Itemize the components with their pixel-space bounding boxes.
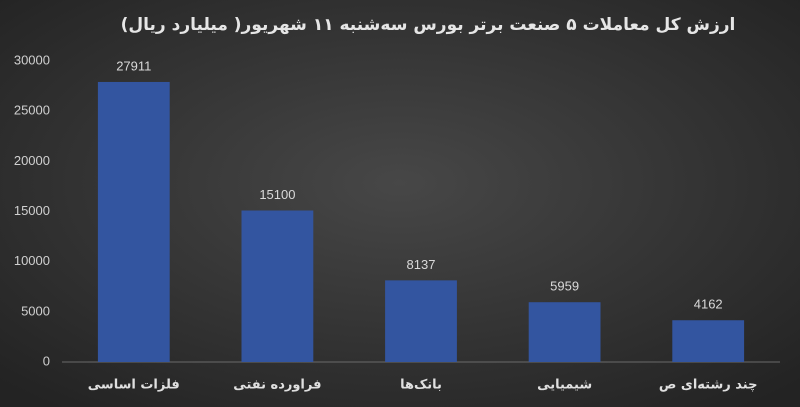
data-label: 4162 xyxy=(694,297,723,312)
bar xyxy=(672,320,745,362)
y-tick-label: 10000 xyxy=(14,253,50,268)
data-label: 5959 xyxy=(550,279,579,294)
y-tick-label: 25000 xyxy=(14,103,50,118)
data-label: 8137 xyxy=(407,257,436,272)
y-tick-label: 5000 xyxy=(21,303,50,318)
y-tick-label: 15000 xyxy=(14,203,50,218)
bar xyxy=(241,210,314,362)
x-tick-label: فراورده نفتی xyxy=(233,378,321,393)
x-tick-label: شیمیایی xyxy=(537,378,592,393)
y-tick-label: 30000 xyxy=(14,52,50,67)
bar xyxy=(97,81,170,363)
chart-title: ارزش کل معاملات ۵ صنعت برتر بورس سه‌شنبه… xyxy=(121,15,736,35)
data-label: 15100 xyxy=(259,187,295,202)
data-label: 27911 xyxy=(116,58,151,73)
y-tick-label: 20000 xyxy=(14,153,50,168)
y-tick-label: 0 xyxy=(43,353,50,368)
x-tick-label: چند رشته‌ای ص xyxy=(659,378,758,393)
bar xyxy=(528,302,601,362)
x-tick-label: فلزات اساسی xyxy=(88,378,180,393)
x-tick-label: بانک‌ها xyxy=(400,378,442,393)
bar xyxy=(385,280,457,362)
